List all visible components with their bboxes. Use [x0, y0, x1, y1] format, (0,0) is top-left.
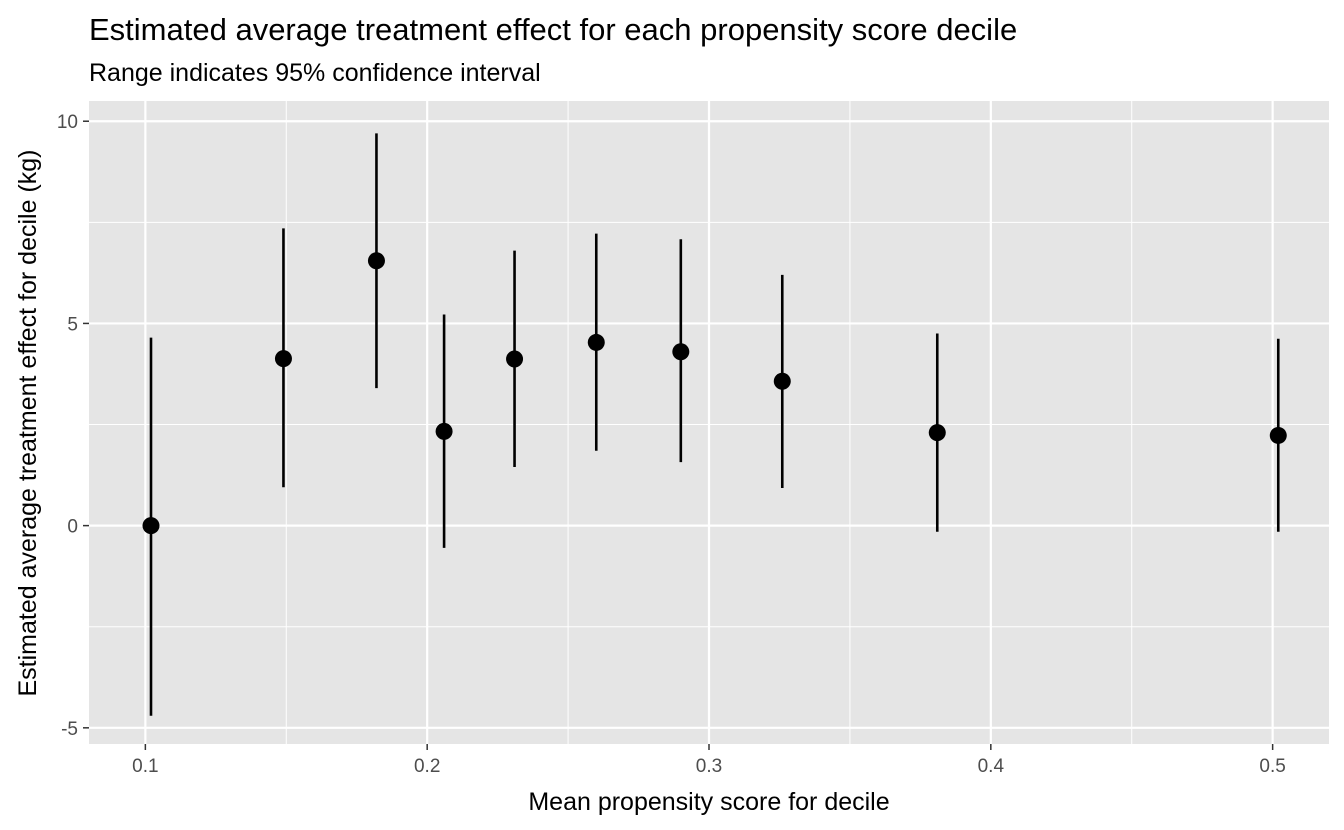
estimate-point	[1269, 426, 1287, 444]
y-tick-label: -5	[61, 719, 78, 740]
estimate-point	[274, 350, 292, 368]
y-axis-title: Estimated average treatment effect for d…	[14, 149, 42, 696]
x-tick-label: 0.1	[132, 756, 158, 777]
x-tick-label: 0.5	[1259, 756, 1285, 777]
x-axis: 0.1 0.2 0.3 0.4 0.5	[132, 744, 1286, 777]
y-tick-label: 5	[67, 314, 78, 335]
estimate-point	[587, 333, 605, 351]
major-gridlines	[89, 101, 1329, 744]
estimate-point	[142, 517, 160, 535]
chart-subtitle: Range indicates 95% confidence interval	[89, 59, 541, 87]
y-tick-label: 10	[57, 112, 78, 133]
estimate-point	[928, 424, 946, 442]
estimate-point	[367, 252, 385, 270]
estimate-point	[773, 372, 791, 390]
x-tick-label: 0.2	[414, 756, 440, 777]
x-axis-title: Mean propensity score for decile	[528, 788, 889, 816]
y-axis: -5 0 5 10	[57, 112, 89, 740]
x-tick-label: 0.3	[696, 756, 722, 777]
estimate-point	[435, 422, 453, 440]
point-estimates	[142, 252, 1287, 535]
estimate-point	[672, 343, 690, 361]
x-tick-label: 0.4	[978, 756, 1005, 777]
y-tick-label: 0	[67, 517, 78, 538]
estimate-point	[506, 350, 524, 368]
chart-title: Estimated average treatment effect for e…	[89, 12, 1017, 47]
